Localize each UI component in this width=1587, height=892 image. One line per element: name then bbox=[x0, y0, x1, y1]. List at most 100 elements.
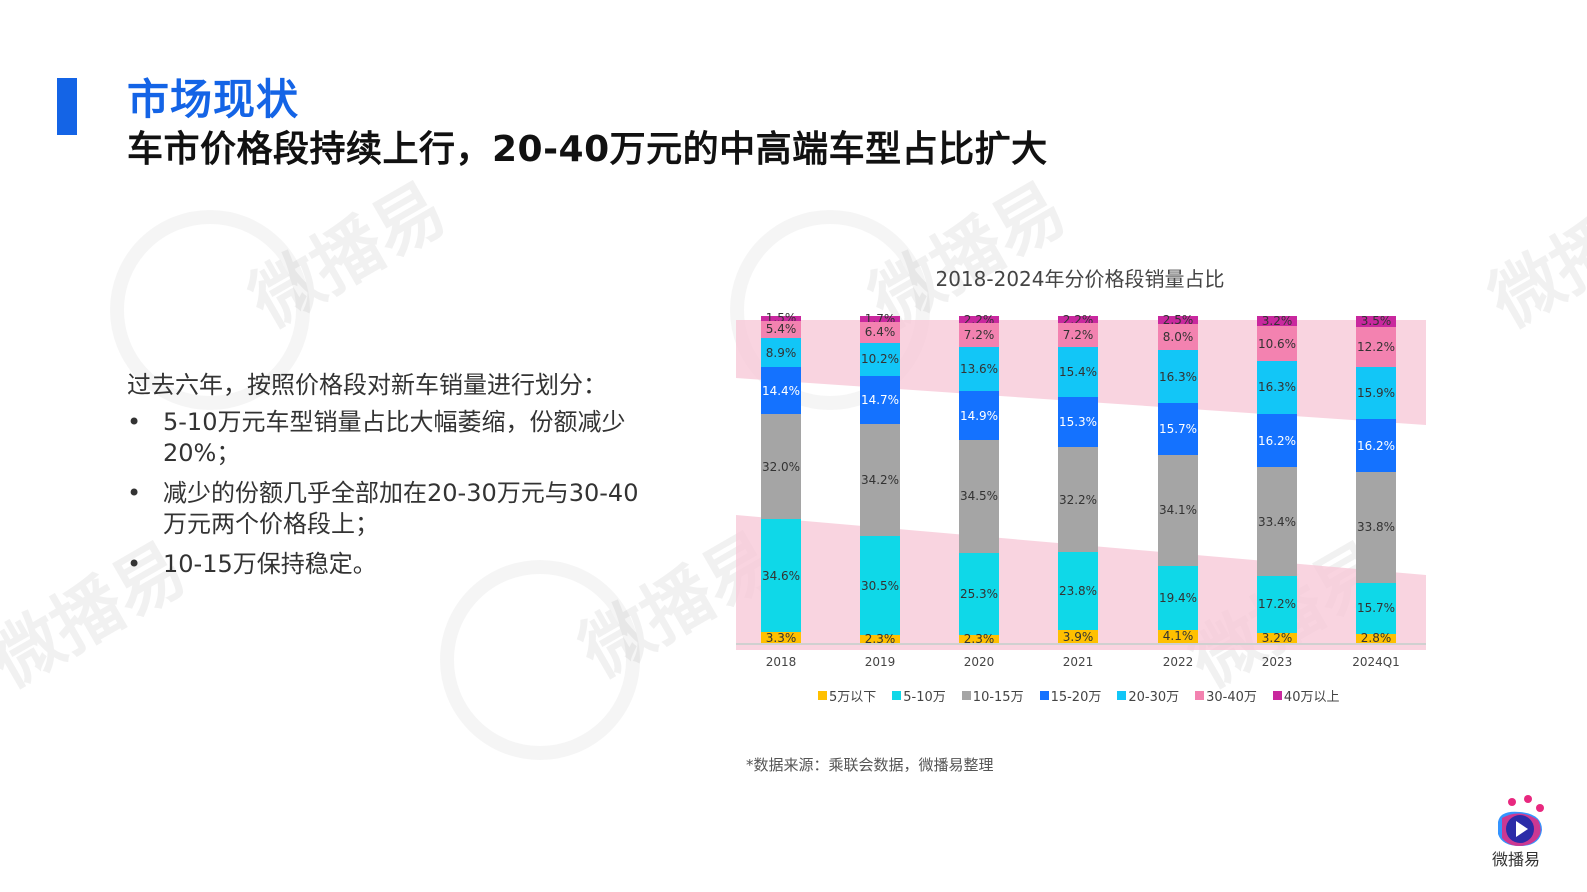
bar-segment: 2.3% bbox=[959, 632, 999, 646]
bar-segment: 3.2% bbox=[1257, 631, 1297, 645]
bar-segment: 15.7% bbox=[1356, 582, 1396, 634]
bar-segment: 23.8% bbox=[1058, 552, 1098, 631]
bar-segment: 7.2% bbox=[959, 323, 999, 347]
bar-segment: 30.5% bbox=[860, 535, 900, 636]
watermark-text: 微播易 bbox=[1476, 167, 1587, 344]
bar-segment: 15.4% bbox=[1058, 346, 1098, 398]
legend-item: 40万以上 bbox=[1272, 686, 1340, 705]
bar-segment: 8.9% bbox=[761, 338, 801, 368]
legend-label: 15-20万 bbox=[1050, 690, 1102, 705]
bullet-icon: • bbox=[127, 479, 142, 507]
legend-item: 30-40万 bbox=[1195, 686, 1257, 705]
bar-segment: 17.2% bbox=[1257, 576, 1297, 633]
legend-label: 30-40万 bbox=[1206, 690, 1257, 705]
bullet-item: • 减少的份额几乎全部加在20-30万元与30-40万元两个价格段上； bbox=[127, 478, 647, 540]
title-accent-bar bbox=[57, 78, 77, 135]
bar-segment: 16.3% bbox=[1158, 350, 1198, 404]
x-axis-label: 2024Q1 bbox=[1352, 655, 1400, 669]
bar-segment: 14.9% bbox=[959, 391, 999, 440]
chart-legend: 5万以下 5-10万 10-15万 15-20万 20-30万 30-40万 40万以上 bbox=[818, 686, 1339, 705]
bar-segment: 16.3% bbox=[1257, 360, 1297, 415]
legend-label: 5万以下 bbox=[829, 690, 877, 705]
legend-item: 15-20万 bbox=[1039, 686, 1102, 705]
bar-segment: 34.5% bbox=[959, 439, 999, 553]
bar-segment: 16.2% bbox=[1257, 414, 1297, 468]
watermark-text: 微播易 bbox=[236, 167, 460, 344]
stacked-bar-chart: 3.3% 34.6% 32.0% 14.4% 8.9% 5.4% 1.5% 2018 2.3% 3… bbox=[730, 300, 1430, 680]
bullet-text: 减少的份额几乎全部加在20-30万元与30-40万元两个价格段上； bbox=[163, 479, 639, 538]
bar-segment: 14.7% bbox=[860, 375, 900, 424]
bullet-text: 10-15万保持稳定。 bbox=[163, 550, 377, 578]
bullet-icon: • bbox=[127, 408, 142, 436]
legend-label: 10-15万 bbox=[972, 690, 1024, 705]
legend-item: 5-10万 bbox=[892, 686, 946, 705]
legend-label: 5-10万 bbox=[903, 690, 946, 705]
play-logo-icon bbox=[1498, 795, 1544, 846]
bar-segment: 12.2% bbox=[1356, 327, 1396, 368]
bar-segment: 34.1% bbox=[1158, 454, 1198, 567]
bar-segment: 2.2% bbox=[959, 313, 999, 327]
bar-segment: 10.6% bbox=[1257, 326, 1297, 361]
bar-segment: 2.2% bbox=[1058, 313, 1098, 327]
legend-swatch-icon bbox=[1117, 691, 1127, 700]
bar-segment: 3.3% bbox=[761, 631, 801, 645]
bar-segment: 34.2% bbox=[860, 423, 900, 536]
bar-2023: 3.2% 17.2% 33.4% 16.2% 16.3% 10.6% 3.2% bbox=[1257, 314, 1297, 645]
legend-item: 10-15万 bbox=[961, 686, 1024, 705]
bar-segment: 5.4% bbox=[761, 320, 801, 339]
bar-segment: 2.5% bbox=[1158, 313, 1198, 327]
bar-2024Q1: 2.8% 15.7% 33.8% 16.2% 15.9% 12.2% 3.5% bbox=[1356, 314, 1396, 645]
x-axis-label: 2020 bbox=[963, 655, 995, 669]
bar-segment: 32.0% bbox=[761, 414, 801, 520]
bar-2018: 3.3% 34.6% 32.0% 14.4% 8.9% 5.4% 1.5% bbox=[761, 311, 801, 645]
bar-segment: 10.2% bbox=[860, 342, 900, 376]
bar-2021: 3.9% 23.8% 32.2% 15.3% 15.4% 7.2% 2.2% bbox=[1058, 313, 1098, 644]
chart-title: 2018-2024年分价格段销量占比 bbox=[935, 267, 1225, 291]
legend-swatch-icon bbox=[892, 691, 902, 700]
bullet-icon: • bbox=[127, 550, 142, 578]
bar-segment: 3.9% bbox=[1058, 630, 1098, 644]
bar-segment: 7.2% bbox=[1058, 323, 1098, 347]
bullet-text: 5-10万元车型销量占比大幅萎缩，份额减少20%； bbox=[163, 408, 626, 467]
bar-segment: 34.6% bbox=[761, 519, 801, 633]
x-axis-line bbox=[736, 643, 1426, 645]
legend-label: 20-30万 bbox=[1128, 690, 1180, 705]
legend-swatch-icon bbox=[961, 691, 971, 700]
bar-segment: 8.0% bbox=[1158, 323, 1198, 351]
bar-segment: 6.4% bbox=[860, 321, 900, 343]
bar-2020: 2.3% 25.3% 34.5% 14.9% 13.6% 7.2% 2.2% bbox=[959, 313, 999, 646]
page-subtitle: 车市价格段持续上行，20-40万元的中高端车型占比扩大 bbox=[127, 129, 1048, 170]
bar-segment: 3.5% bbox=[1356, 314, 1396, 328]
bar-segment: 13.6% bbox=[959, 346, 999, 392]
bar-segment: 19.4% bbox=[1158, 566, 1198, 630]
bar-2022: 4.1% 19.4% 34.1% 15.7% 16.3% 8.0% 2.5% bbox=[1158, 313, 1198, 643]
bar-segment: 4.1% bbox=[1158, 629, 1198, 643]
bar-segment: 15.7% bbox=[1158, 403, 1198, 455]
legend-label: 40万以上 bbox=[1283, 690, 1340, 705]
bar-segment: 2.8% bbox=[1356, 631, 1396, 645]
bar-segment: 32.2% bbox=[1058, 447, 1098, 553]
bar-segment: 3.2% bbox=[1257, 314, 1297, 328]
data-source-note: *数据来源：乘联会数据，微播易整理 bbox=[746, 756, 994, 774]
legend-swatch-icon bbox=[1195, 691, 1205, 700]
bullet-item: • 5-10万元车型销量占比大幅萎缩，份额减少20%； bbox=[127, 407, 647, 469]
legend-swatch-icon bbox=[818, 691, 827, 700]
x-axis-label: 2019 bbox=[864, 655, 896, 669]
page-title: 市场现状 bbox=[127, 75, 300, 124]
bar-segment: 15.3% bbox=[1058, 397, 1098, 448]
x-axis-label: 2022 bbox=[1162, 655, 1194, 669]
x-axis-label: 2021 bbox=[1062, 655, 1094, 669]
legend-item: 5万以下 bbox=[818, 686, 876, 705]
legend-item: 20-30万 bbox=[1117, 686, 1179, 705]
body-text: 过去六年，按照价格段对新车销量进行划分： • 5-10万元车型销量占比大幅萎缩，… bbox=[127, 370, 647, 589]
legend-swatch-icon bbox=[1039, 691, 1049, 700]
bar-segment: 2.3% bbox=[860, 632, 900, 646]
legend-swatch-icon bbox=[1272, 691, 1282, 700]
logo-text: 微播易 bbox=[1492, 850, 1541, 869]
bar-segment: 33.4% bbox=[1257, 467, 1297, 577]
x-axis-label: 2018 bbox=[765, 655, 797, 669]
bar-segment: 25.3% bbox=[959, 552, 999, 636]
bar-segment: 33.8% bbox=[1356, 472, 1396, 583]
bar-segment: 16.2% bbox=[1356, 419, 1396, 472]
bar-segment: 15.9% bbox=[1356, 367, 1396, 420]
